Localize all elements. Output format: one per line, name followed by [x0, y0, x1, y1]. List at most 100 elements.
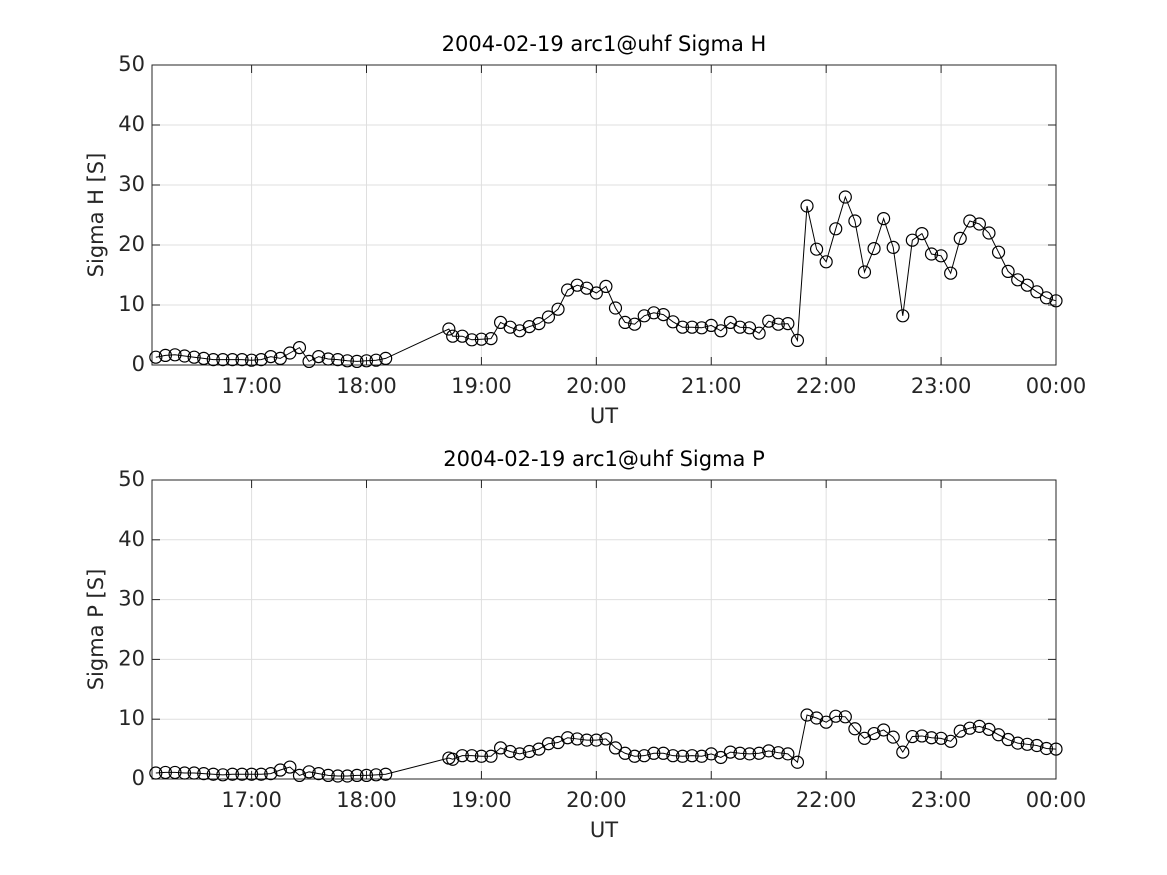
data-point	[934, 731, 948, 745]
data-point	[704, 747, 718, 761]
data-point	[819, 715, 833, 729]
data-point	[442, 322, 456, 336]
x-tick-label: 00:00	[1026, 788, 1087, 812]
x-tick-label: 17:00	[221, 788, 282, 812]
data-point	[972, 217, 986, 231]
data-point	[283, 760, 297, 774]
data-point	[522, 320, 536, 334]
data-point	[197, 767, 211, 781]
data-point	[292, 768, 307, 783]
y-tick-label: 40	[118, 527, 145, 551]
data-point	[589, 286, 603, 300]
x-tick-label: 00:00	[1026, 374, 1087, 398]
data-point	[216, 768, 230, 782]
data-point	[474, 749, 489, 763]
data-point	[187, 350, 201, 364]
data-point	[1030, 738, 1044, 753]
data-point	[503, 744, 517, 759]
data-point	[312, 767, 326, 781]
x-tick-label: 21:00	[681, 374, 742, 398]
data-point	[331, 353, 345, 367]
data-point	[771, 317, 785, 331]
data-point	[924, 247, 939, 261]
x-tick-label: 23:00	[911, 374, 972, 398]
data-point	[369, 353, 383, 367]
data-point	[350, 354, 364, 368]
data-point	[484, 332, 498, 346]
data-point	[312, 350, 326, 364]
chart-title: 2004-02-19 arc1@uhf Sigma H	[442, 32, 767, 56]
data-point	[522, 744, 536, 759]
data-point	[666, 749, 680, 763]
y-tick-label: 10	[118, 292, 145, 316]
data-point	[905, 729, 919, 744]
x-tick-label: 20:00	[566, 788, 627, 812]
data-point	[446, 752, 460, 766]
data-point	[551, 302, 565, 316]
data-point	[848, 214, 862, 228]
data-point	[800, 708, 814, 722]
data-point	[733, 746, 747, 760]
data-point	[934, 249, 948, 263]
data-point	[1049, 294, 1063, 308]
data-point	[762, 744, 776, 758]
data-point	[225, 353, 240, 367]
data-point	[944, 734, 958, 748]
data-point	[264, 767, 278, 781]
y-tick-label: 20	[118, 232, 145, 256]
data-point	[1020, 737, 1034, 751]
data-point	[503, 320, 517, 334]
data-point	[599, 732, 613, 746]
x-tick-label: 19:00	[451, 788, 512, 812]
x-axis-label: UT	[590, 818, 618, 842]
data-point	[589, 733, 603, 747]
data-point	[790, 333, 805, 347]
data-point	[158, 348, 173, 362]
data-point	[1001, 264, 1015, 278]
data-point	[896, 309, 910, 323]
plot-area	[152, 65, 1056, 365]
data-point	[455, 329, 469, 343]
y-tick-label: 30	[118, 587, 145, 611]
data-point	[158, 765, 173, 780]
data-point	[168, 765, 182, 780]
x-tick-label: 22:00	[796, 374, 857, 398]
data-point	[321, 768, 335, 783]
data-point	[675, 320, 690, 334]
y-tick-label: 0	[132, 352, 145, 376]
data-point	[819, 255, 833, 269]
y-tick-label: 50	[118, 52, 145, 76]
data-point	[302, 765, 316, 779]
data-point	[695, 749, 709, 763]
y-axis-label: Sigma H [S]	[84, 153, 108, 278]
data-point	[541, 310, 556, 324]
data-point	[359, 354, 374, 368]
data-point	[790, 755, 805, 769]
data-point	[532, 317, 546, 331]
data-point	[321, 352, 335, 366]
data-point	[886, 240, 900, 254]
data-point	[733, 320, 747, 334]
x-tick-label: 23:00	[911, 788, 972, 812]
data-point	[991, 245, 1006, 259]
data-point	[350, 768, 364, 783]
data-point	[197, 351, 211, 365]
axes-frame	[151, 64, 1057, 366]
data-point	[474, 332, 489, 346]
data-point	[742, 747, 757, 761]
data-point	[149, 350, 163, 364]
data-point	[867, 242, 881, 256]
x-tick-label: 18:00	[336, 788, 397, 812]
data-point	[561, 731, 575, 745]
data-point	[340, 354, 354, 368]
data-point	[723, 745, 738, 759]
data-point	[570, 732, 584, 746]
y-tick-label: 30	[118, 172, 145, 196]
data-point	[762, 314, 776, 328]
data-point	[877, 723, 891, 737]
data-point	[244, 353, 259, 367]
data-point	[446, 329, 460, 343]
data-point	[953, 231, 967, 245]
y-tick-label: 50	[118, 467, 145, 491]
